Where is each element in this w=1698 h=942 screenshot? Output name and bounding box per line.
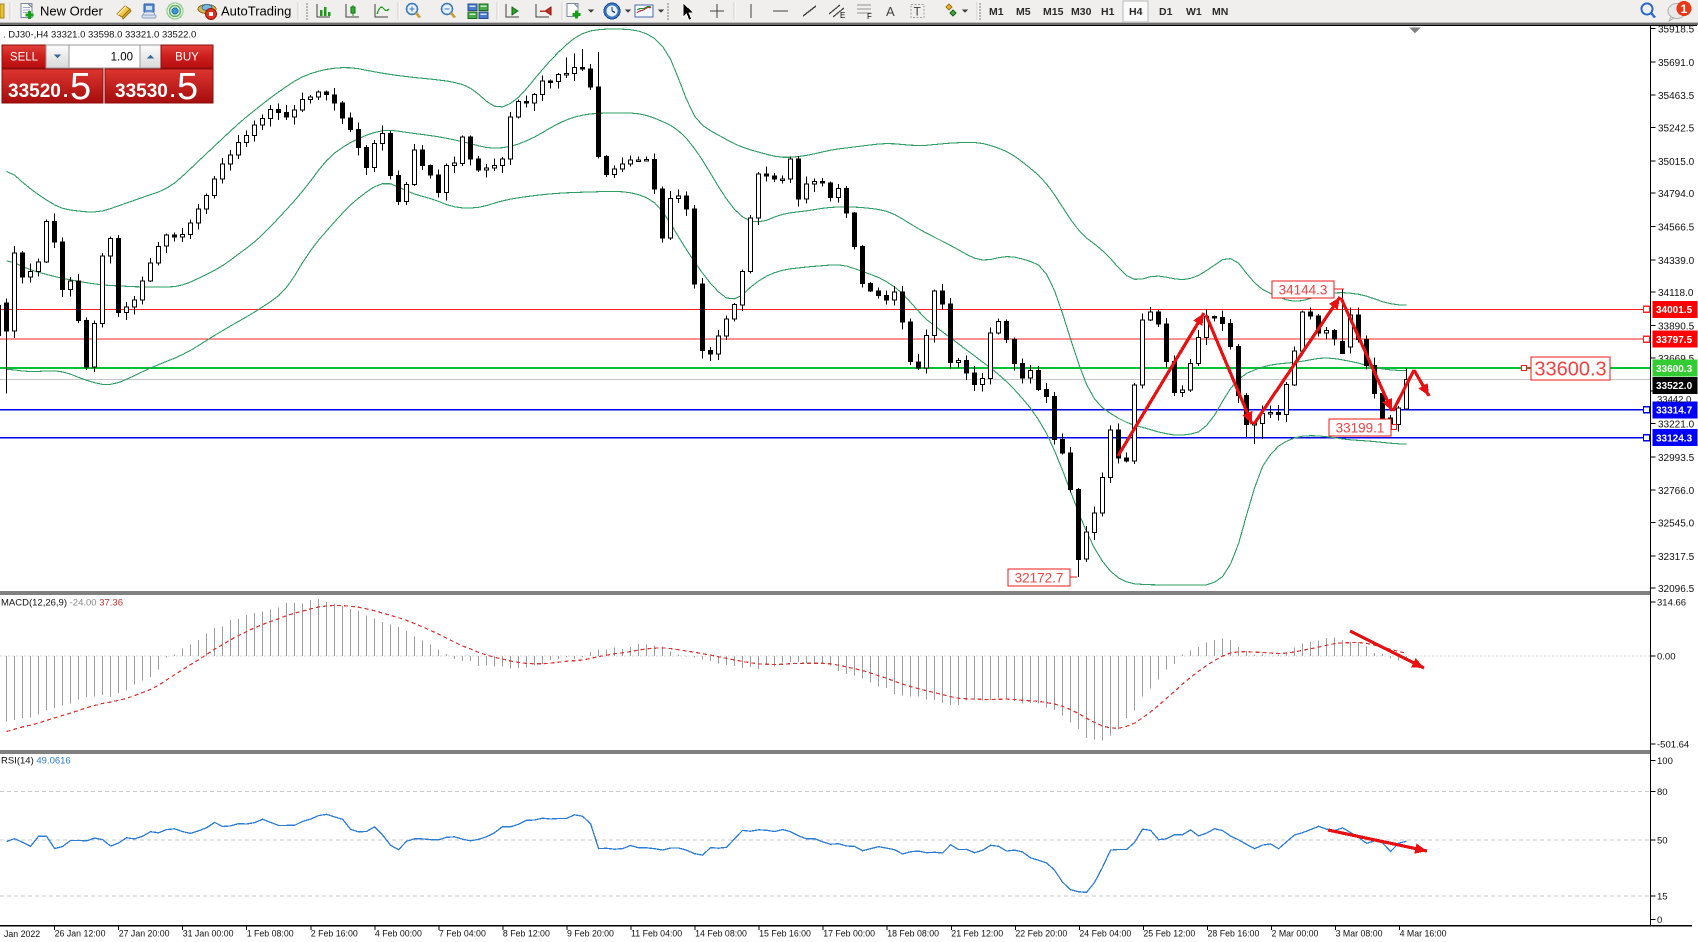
svg-text:E: E — [840, 11, 845, 20]
svg-text:21 Feb 12:00: 21 Feb 12:00 — [951, 929, 1003, 939]
svg-text:7 Feb 04:00: 7 Feb 04:00 — [439, 929, 486, 939]
svg-text:50: 50 — [1657, 835, 1668, 846]
svg-text:34339.0: 34339.0 — [1658, 256, 1695, 267]
svg-text:-501.64: -501.64 — [1657, 740, 1689, 751]
svg-text:25 Feb 12:00: 25 Feb 12:00 — [1143, 929, 1195, 939]
svg-text:F: F — [867, 12, 872, 21]
svg-text:Jan 2022: Jan 2022 — [4, 929, 40, 939]
svg-text:33124.3: 33124.3 — [1656, 434, 1693, 445]
svg-text:33669.5: 33669.5 — [1658, 354, 1695, 365]
svg-text:34794.0: 34794.0 — [1658, 189, 1695, 200]
svg-text:MACD(12,26,9) -24.00 37.36: MACD(12,26,9) -24.00 37.36 — [1, 598, 123, 609]
svg-text:MN: MN — [1212, 6, 1228, 18]
svg-text:28 Feb 16:00: 28 Feb 16:00 — [1208, 929, 1260, 939]
svg-text:A: A — [886, 4, 895, 19]
svg-text:35691.0: 35691.0 — [1658, 58, 1695, 69]
svg-text:4 Feb 00:00: 4 Feb 00:00 — [375, 929, 422, 939]
svg-text:33890.5: 33890.5 — [1658, 322, 1695, 333]
svg-text:34566.5: 34566.5 — [1658, 223, 1695, 234]
svg-text:5: 5 — [177, 66, 198, 108]
svg-text:15 Feb 16:00: 15 Feb 16:00 — [759, 929, 811, 939]
svg-text:34118.0: 34118.0 — [1658, 288, 1694, 299]
svg-text:D1: D1 — [1159, 6, 1173, 18]
svg-text:100: 100 — [1657, 756, 1673, 767]
svg-text:1: 1 — [1681, 2, 1688, 16]
svg-text:M30: M30 — [1071, 6, 1092, 18]
svg-text:34144.3: 34144.3 — [1279, 282, 1328, 297]
svg-text:2 Feb 16:00: 2 Feb 16:00 — [311, 929, 358, 939]
svg-text:5: 5 — [70, 66, 91, 108]
svg-text:9 Feb 20:00: 9 Feb 20:00 — [567, 929, 614, 939]
svg-text:1 Feb 08:00: 1 Feb 08:00 — [247, 929, 294, 939]
svg-text:32766.0: 32766.0 — [1658, 486, 1695, 497]
svg-text:18 Feb 08:00: 18 Feb 08:00 — [887, 929, 939, 939]
svg-text:W1: W1 — [1186, 6, 1202, 18]
svg-text:27 Jan 20:00: 27 Jan 20:00 — [119, 929, 170, 939]
svg-text:80: 80 — [1657, 787, 1668, 798]
svg-text:33221.0: 33221.0 — [1658, 420, 1695, 431]
svg-text:1.00: 1.00 — [111, 52, 133, 64]
svg-text:M15: M15 — [1043, 6, 1064, 18]
svg-text:H1: H1 — [1101, 6, 1115, 18]
svg-text:. DJ30-,H4 33321.0 33598.0 33: . DJ30-,H4 33321.0 33598.0 33321.0 33522… — [3, 30, 196, 41]
svg-text:314.66: 314.66 — [1657, 598, 1686, 609]
svg-text:3 Mar 08:00: 3 Mar 08:00 — [1336, 929, 1383, 939]
svg-text:H4: H4 — [1129, 6, 1143, 18]
svg-text:4 Mar 16:00: 4 Mar 16:00 — [1400, 929, 1447, 939]
svg-text:M5: M5 — [1016, 6, 1031, 18]
svg-text:34001.5: 34001.5 — [1656, 305, 1693, 316]
svg-text:33600.3: 33600.3 — [1534, 359, 1606, 381]
svg-text:35918.5: 35918.5 — [1658, 25, 1695, 36]
svg-text:35242.5: 35242.5 — [1658, 124, 1695, 135]
svg-text:T: T — [914, 5, 922, 19]
svg-text:2 Mar 00:00: 2 Mar 00:00 — [1272, 929, 1319, 939]
svg-text:17 Feb 00:00: 17 Feb 00:00 — [823, 929, 875, 939]
svg-text:35015.0: 35015.0 — [1658, 157, 1695, 168]
svg-text:22 Feb 20:00: 22 Feb 20:00 — [1015, 929, 1067, 939]
svg-text:26 Jan 12:00: 26 Jan 12:00 — [55, 929, 106, 939]
svg-text:33600.3: 33600.3 — [1656, 364, 1693, 375]
svg-text:.: . — [63, 81, 68, 102]
svg-text:8 Feb 12:00: 8 Feb 12:00 — [503, 929, 550, 939]
svg-text:M1: M1 — [989, 6, 1004, 18]
svg-text:33797.5: 33797.5 — [1656, 335, 1693, 346]
svg-text:14 Feb 08:00: 14 Feb 08:00 — [695, 929, 747, 939]
svg-text:33530: 33530 — [115, 81, 168, 102]
svg-text:31 Jan 00:00: 31 Jan 00:00 — [183, 929, 234, 939]
svg-text:35463.5: 35463.5 — [1658, 91, 1695, 102]
svg-text:.: . — [170, 81, 175, 102]
svg-text:11 Feb 04:00: 11 Feb 04:00 — [631, 929, 682, 939]
svg-text:32096.5: 32096.5 — [1658, 584, 1695, 595]
svg-text:0: 0 — [1657, 915, 1662, 926]
svg-text:33522.0: 33522.0 — [1656, 381, 1693, 392]
svg-text:33520: 33520 — [8, 81, 61, 102]
svg-text:33314.7: 33314.7 — [1656, 406, 1693, 417]
svg-text:32993.5: 32993.5 — [1658, 453, 1695, 464]
svg-text:32172.7: 32172.7 — [1015, 570, 1064, 585]
svg-text:AutoTrading: AutoTrading — [221, 4, 291, 19]
svg-text:BUY: BUY — [175, 52, 199, 64]
svg-text:32545.0: 32545.0 — [1658, 519, 1695, 530]
svg-text:RSI(14) 49.0616: RSI(14) 49.0616 — [1, 756, 71, 767]
svg-text:32317.5: 32317.5 — [1658, 552, 1695, 563]
svg-text:33199.1: 33199.1 — [1336, 420, 1385, 435]
svg-text:24 Feb 04:00: 24 Feb 04:00 — [1079, 929, 1131, 939]
svg-text:33442.0: 33442.0 — [1657, 395, 1691, 406]
svg-text:0.00: 0.00 — [1657, 651, 1676, 662]
svg-text:15: 15 — [1657, 891, 1668, 902]
svg-text:New Order: New Order — [40, 4, 104, 19]
svg-text:SELL: SELL — [10, 52, 39, 64]
